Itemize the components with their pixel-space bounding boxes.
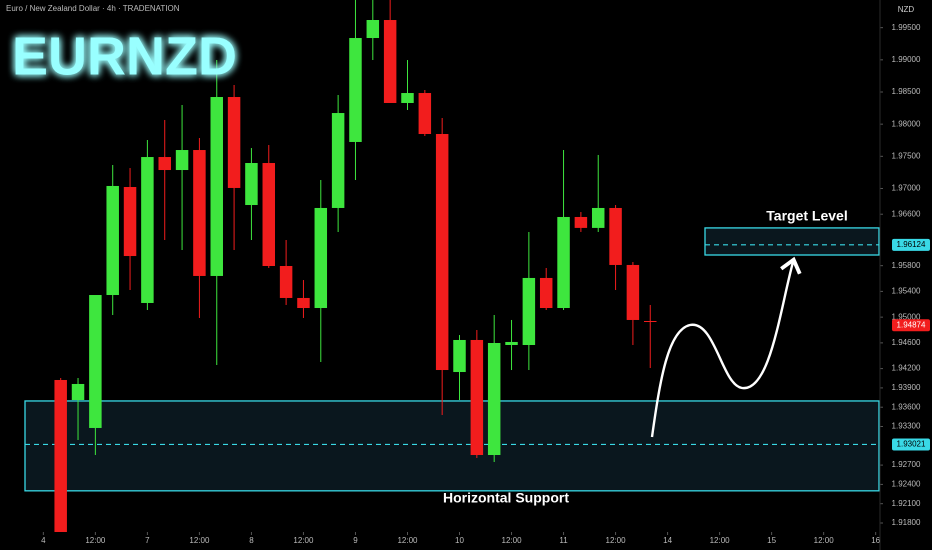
x-tick-label: 12:00 (397, 536, 418, 545)
y-tick-label: 1.93900 (892, 383, 921, 392)
y-tick-label: 1.95000 (892, 312, 921, 321)
last-price-box (892, 319, 930, 332)
y-tick-label: 1.91800 (892, 518, 921, 527)
y-tick-label: 1.97000 (892, 184, 921, 193)
y-tick-label: 1.92100 (892, 499, 921, 508)
zone (704, 227, 880, 256)
candle-body (539, 277, 553, 309)
zone (24, 400, 880, 492)
candle-body (158, 157, 171, 171)
candle-body (609, 207, 622, 265)
candle-body (297, 297, 310, 309)
y-tick-label: 1.99000 (892, 55, 921, 64)
projection-arrow (650, 256, 802, 438)
x-tick-label: 8 (249, 536, 254, 545)
candle-body (453, 339, 466, 373)
x-tick-label: 11 (559, 536, 568, 545)
chart-title: EURNZD (12, 26, 237, 86)
candle-body (383, 20, 397, 103)
y-tick-label: 1.97500 (892, 151, 921, 160)
candle-body (470, 339, 484, 455)
candle-body (89, 295, 102, 428)
price-box (892, 438, 930, 451)
x-tick-label: 15 (767, 536, 776, 545)
x-tick-label: 4 (41, 536, 46, 545)
y-tick-label: 1.99500 (892, 23, 921, 32)
y-tick-label: 1.93300 (892, 422, 921, 431)
y-tick-label: 1.98500 (892, 87, 921, 96)
zone-label: Horizontal Support (443, 490, 569, 506)
y-tick-label: 1.92700 (892, 460, 921, 469)
zone-label: Target Level (766, 208, 847, 224)
x-tick-label: 9 (353, 536, 358, 545)
candle-body (123, 187, 137, 257)
candle-body (574, 216, 588, 228)
candle-body (210, 97, 223, 276)
candle-body (71, 383, 85, 400)
price-box (892, 238, 930, 251)
candle-body (227, 97, 241, 188)
candle-body (626, 264, 640, 320)
x-tick-label: 12:00 (710, 536, 731, 545)
candle-body (279, 266, 293, 298)
y-tick-label: 1.92400 (892, 480, 921, 489)
candle-body (175, 150, 189, 171)
x-tick-label: 12:00 (606, 536, 627, 545)
candle-body (522, 277, 536, 345)
x-tick-label: 12:00 (502, 536, 523, 545)
candle-body (401, 93, 414, 103)
candle-body (487, 343, 501, 455)
price-label: 1.93021 (897, 440, 926, 449)
price-label: 1.96124 (897, 240, 926, 249)
candle-body (54, 379, 67, 532)
x-tick-label: 7 (145, 536, 150, 545)
candle-body (141, 157, 154, 303)
x-tick-label: 14 (663, 536, 672, 545)
y-tick-label: 1.94200 (892, 364, 921, 373)
candle-body (505, 341, 518, 345)
y-tick-label: 1.95800 (892, 261, 921, 270)
y-tick-label: 1.93600 (892, 402, 921, 411)
candle-body (262, 163, 276, 266)
candle-body (245, 163, 258, 206)
candle-body (314, 207, 328, 309)
x-tick-label: 12:00 (293, 536, 314, 545)
y-tick-label: 1.95400 (892, 287, 921, 296)
candle-body (366, 20, 380, 39)
candle-body (349, 38, 362, 142)
y-tick-label: 1.94600 (892, 338, 921, 347)
last-price-label: 1.94874 (897, 320, 926, 329)
x-tick-label: 12:00 (814, 536, 835, 545)
currency: NZD (898, 5, 915, 14)
candle-body (591, 207, 605, 228)
candle-body (644, 321, 657, 323)
y-tick-label: 1.96600 (892, 209, 921, 218)
x-tick-label: 10 (455, 536, 464, 545)
candle-body (557, 216, 570, 309)
x-tick-label: 12:00 (85, 536, 106, 545)
x-tick-label: 16 (871, 536, 880, 545)
x-tick-label: 12:00 (189, 536, 210, 545)
subtitle: Euro / New Zealand Dollar · 4h · TRADENA… (6, 4, 180, 13)
candle-body (331, 113, 345, 208)
candle-body (106, 185, 119, 296)
candle-body (193, 150, 206, 276)
candle-body (418, 93, 432, 134)
candle-body (435, 133, 449, 371)
y-tick-label: 1.98000 (892, 119, 921, 128)
